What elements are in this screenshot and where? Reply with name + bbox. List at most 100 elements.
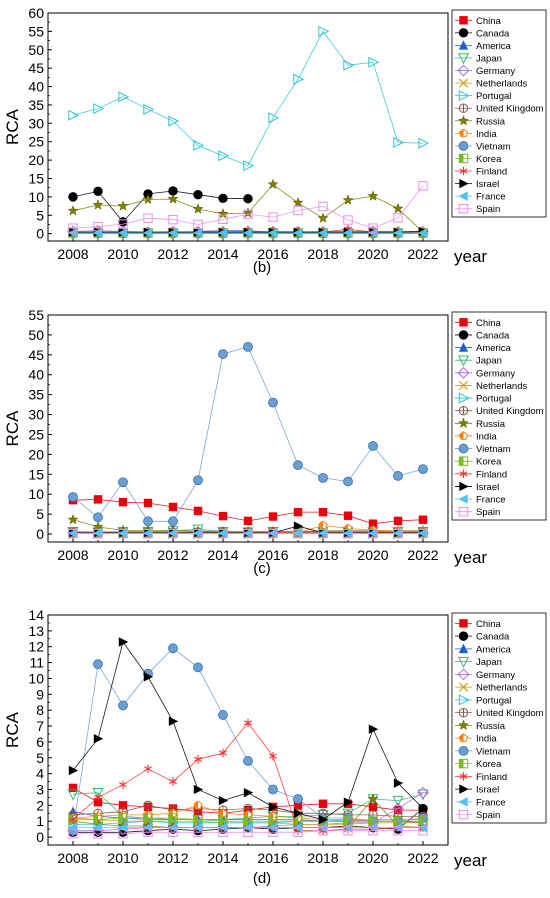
legend-label: Spain [476, 810, 500, 821]
y-axis-label: RCA [3, 711, 22, 748]
data-point [244, 756, 253, 765]
data-point [118, 201, 128, 210]
data-point [93, 200, 103, 209]
data-point [369, 442, 378, 451]
data-point [219, 512, 227, 520]
data-point [294, 508, 302, 516]
y-tick-label: 5 [36, 207, 44, 223]
y-tick-label: 25 [28, 134, 44, 150]
data-point [244, 788, 253, 797]
legend-label: Vietnam [476, 444, 511, 455]
data-point [318, 213, 328, 222]
panel-label: (c) [253, 560, 271, 577]
legend: ChinaCanadaAmericaJapanGermanyNetherland… [452, 312, 546, 520]
data-point [168, 194, 178, 203]
data-point [419, 515, 427, 523]
series-line [73, 347, 423, 521]
legend-label: India [476, 129, 497, 140]
y-tick-label: 0 [36, 526, 44, 542]
data-point [119, 781, 126, 789]
x-tick-label: 2010 [107, 850, 138, 866]
y-tick-label: 14 [28, 607, 44, 623]
data-point [319, 27, 328, 36]
data-point [344, 512, 352, 520]
x-tick-label: 2022 [407, 246, 438, 262]
legend-label: Netherlands [476, 683, 527, 694]
legend-marker [459, 28, 468, 37]
legend-label: Russia [476, 419, 506, 430]
y-axis-label: RCA [3, 410, 22, 447]
legend-label: Japan [476, 657, 502, 668]
legend-item: Vietnam [455, 746, 511, 757]
legend-label: Vietnam [476, 141, 511, 152]
data-point [369, 725, 378, 734]
data-point [269, 113, 278, 122]
data-point [394, 517, 402, 525]
legend-label: America [476, 343, 512, 354]
y-tick-label: 45 [28, 347, 44, 363]
data-point [169, 717, 178, 726]
x-tick-label: 2010 [107, 246, 138, 262]
data-point [169, 644, 178, 653]
legend-label: Israel [476, 179, 499, 190]
legend-label: America [476, 644, 512, 655]
legend-marker [459, 746, 468, 755]
data-point [68, 514, 78, 523]
y-tick-label: 35 [28, 387, 44, 403]
y-tick-label: 9 [36, 686, 44, 702]
data-point [219, 710, 228, 719]
legend-label: Israel [476, 785, 499, 796]
y-tick-label: 20 [28, 446, 44, 462]
y-tick-label: 10 [28, 670, 44, 686]
x-tick-label: 2012 [157, 547, 188, 563]
legend-label: Canada [476, 330, 510, 341]
panel-label: (d) [253, 870, 271, 887]
data-point [69, 766, 78, 775]
legend-marker [459, 619, 467, 627]
x-tick-label: 2018 [307, 850, 338, 866]
data-point [69, 784, 77, 792]
data-point [319, 800, 327, 808]
legend-label: China [476, 619, 502, 630]
legend-label: Canada [476, 28, 510, 39]
x-tick-label: 2010 [107, 547, 138, 563]
y-tick-label: 7 [36, 718, 44, 734]
legend-label: Russia [476, 721, 506, 732]
y-tick-label: 4 [36, 766, 44, 782]
y-tick-label: 30 [28, 115, 44, 131]
legend-marker [459, 631, 468, 640]
legend-label: France [476, 495, 506, 506]
y-tick-label: 10 [28, 189, 44, 205]
legend-item: Vietnam [455, 444, 511, 455]
data-point [219, 350, 228, 359]
legend-label: Finland [476, 772, 507, 783]
y-tick-label: 15 [28, 170, 44, 186]
x-tick-label: 2018 [307, 547, 338, 563]
data-point [119, 498, 127, 506]
data-point [144, 517, 153, 526]
data-point [94, 513, 103, 522]
legend-label: Portugal [476, 394, 511, 405]
y-tick-label: 5 [36, 506, 44, 522]
series-portugal [69, 27, 428, 171]
legend-label: United Kingdom [476, 406, 544, 417]
data-point [243, 194, 252, 203]
data-point [294, 74, 303, 83]
data-point [118, 217, 127, 226]
legend-label: America [476, 41, 512, 52]
data-point [394, 471, 403, 480]
data-point [68, 206, 78, 215]
legend-label: Germany [476, 368, 515, 379]
legend-label: Finland [476, 167, 507, 178]
panel-label: (b) [253, 259, 271, 276]
legend-marker [459, 16, 467, 24]
y-tick-label: 0 [36, 226, 44, 242]
x-tick-label: 2008 [57, 850, 88, 866]
data-point [218, 194, 227, 203]
x-tick-label: 2008 [57, 547, 88, 563]
data-point [93, 187, 102, 196]
legend: ChinaCanadaAmericaJapanGermanyNetherland… [452, 613, 546, 823]
x-tick-label: 2014 [207, 246, 238, 262]
